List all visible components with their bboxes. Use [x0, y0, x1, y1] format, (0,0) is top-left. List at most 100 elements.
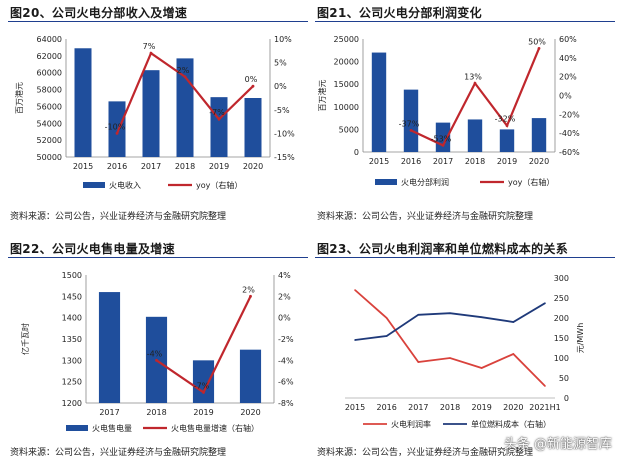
bar — [210, 97, 228, 157]
bar — [142, 70, 160, 157]
sales-volume-chart: 1200 1250 1300 1350 1400 1450 1500 -8% -6% -4% -2%… — [20, 271, 294, 433]
y-tick-label-right: 50 — [559, 374, 569, 383]
yoy-point — [473, 81, 477, 85]
yoy-data-label: -37% — [399, 119, 420, 128]
y-tick-label-right: 2% — [278, 292, 291, 301]
y-tick-label-right: 40% — [559, 54, 577, 63]
title-divider — [8, 21, 308, 22]
chart-panel-profit: 图21、公司火电分部利润变化 0 5000 10000 15000 20000 25000… — [315, 0, 615, 222]
yoy-data-label: 0% — [245, 75, 258, 84]
x-tick-label: 2017 — [433, 157, 453, 166]
yoy-point — [249, 294, 252, 298]
bar — [239, 349, 262, 403]
y-tick-label-right: 250 — [554, 294, 569, 303]
x-tick-label: 2019 — [471, 403, 491, 412]
legend-swatch-bar — [83, 182, 105, 188]
legend-label: 火电售电量 — [92, 423, 132, 433]
y-tick-label-right: -6% — [278, 378, 294, 387]
y-tick-label-right: 0% — [278, 314, 291, 323]
y-axis-title: 亿千瓦时 — [20, 323, 30, 355]
y-tick-label-right: -5% — [274, 106, 290, 115]
y-tick-label-left: 0 — [354, 148, 359, 157]
x-tick-label: 2017 — [99, 408, 119, 417]
x-tick-label: 2016 — [376, 403, 396, 412]
y-tick-label-left: 62000 — [37, 52, 62, 61]
yoy-point — [441, 144, 445, 147]
x-tick-label: 2018 — [175, 162, 195, 171]
x-tick-label: 2015 — [345, 403, 365, 412]
legend-label: yoy（右轴） — [508, 177, 554, 187]
chart-title: 图22、公司火电售电量及增速 — [10, 242, 175, 256]
x-tick-label: 2019 — [209, 162, 229, 171]
legend-label: 单位燃料成本（右轴） — [471, 419, 551, 429]
x-tick-label: 2020 — [529, 157, 549, 166]
chart-panel-margin-cost: 图23、公司火电利润率和单位燃料成本的关系 0 50 100 150 200 250 300… — [315, 236, 615, 458]
x-tick-label: 2016 — [401, 157, 421, 166]
chart-title: 图21、公司火电分部利润变化 — [317, 6, 482, 20]
watermark: 头条 @新能源智库 — [503, 437, 612, 452]
fuel-cost-point — [385, 335, 388, 337]
yoy-data-label: -4% — [147, 349, 163, 358]
yoy-data-label: -7% — [209, 108, 225, 117]
chart-panel-revenue: 图20、公司火电分部收入及增速 50000 52000 54000 56000 5800… — [8, 0, 308, 222]
y-tick-label-left: 52000 — [37, 136, 62, 145]
y-tick-label-right: 60% — [559, 35, 577, 44]
y-tick-label-left: 1400 — [62, 314, 82, 323]
y-axis-title-right: 元/MWh — [576, 323, 585, 354]
y-tick-label-right: 0% — [559, 92, 572, 101]
profit-margin-point — [544, 385, 546, 387]
fuel-cost-point — [449, 312, 451, 314]
chart-source: 资料来源：公司公告，兴业证券经济与金融研究院整理 — [317, 448, 534, 458]
chart-title: 图20、公司火电分部收入及增速 — [10, 6, 188, 20]
y-tick-label-right: -4% — [278, 356, 294, 365]
y-tick-label-right: 4% — [278, 271, 291, 280]
x-tick-label: 2019 — [497, 157, 517, 166]
legend-swatch-bar — [66, 425, 88, 431]
y-tick-label-right: -40% — [559, 129, 580, 138]
title-divider — [315, 257, 615, 258]
x-tick-label: 2017 — [141, 162, 161, 171]
y-tick-label-left: 10000 — [334, 103, 359, 112]
yoy-data-label: -53% — [431, 134, 452, 143]
fuel-cost-point — [544, 302, 546, 304]
y-tick-label-right: -60% — [559, 148, 580, 157]
y-tick-label-left: 1250 — [62, 378, 82, 387]
legend-label: 火电售电量增速（右轴） — [171, 423, 259, 433]
yoy-point — [202, 390, 205, 394]
y-axis-title: 百万港元 — [14, 82, 24, 114]
bar — [403, 89, 419, 152]
fuel-cost-point — [480, 316, 483, 318]
y-axis-title: 百万港元 — [317, 80, 327, 112]
bar — [108, 101, 126, 157]
y-tick-label-right: 200 — [554, 314, 569, 323]
x-tick-label: 2018 — [146, 408, 166, 417]
y-tick-label-right: 0% — [274, 82, 287, 91]
title-divider — [315, 21, 615, 22]
x-tick-label: 2019 — [193, 408, 213, 417]
profit-margin-line — [354, 289, 546, 387]
profit-margin-point — [385, 317, 388, 319]
y-tick-label-left: 5000 — [339, 125, 359, 134]
revenue-chart: 50000 52000 54000 56000 58000 60000 62000 64000… — [14, 35, 295, 190]
y-tick-label-right: -15% — [274, 153, 295, 162]
yoy-point — [183, 75, 187, 79]
chart-source: 资料来源：公司公告，兴业证券经济与金融研究院整理 — [10, 212, 227, 222]
x-tick-label: 2018 — [465, 157, 485, 166]
fuel-cost-point — [417, 314, 420, 316]
chart-source: 资料来源：公司公告，兴业证券经济与金融研究院整理 — [317, 212, 534, 222]
margin-cost-chart: 0 50 100 150 200 250 300 2015 2016 2017 2018 2019 20… — [345, 274, 585, 429]
legend-label: yoy（右轴） — [196, 180, 242, 190]
fuel-cost-point — [512, 321, 515, 323]
x-tick-label: 2020 — [503, 403, 523, 412]
yoy-data-label: -32% — [495, 115, 516, 124]
yoy-point — [115, 132, 119, 135]
yoy-data-label: 2% — [242, 285, 255, 294]
yoy-point — [149, 51, 153, 55]
y-tick-label-left: 25000 — [334, 35, 359, 44]
x-tick-label: 2020 — [243, 162, 263, 171]
profit-margin-point — [449, 357, 451, 359]
y-tick-label-left: 20000 — [334, 58, 359, 67]
y-tick-label-left: 1300 — [62, 356, 82, 365]
chart-panel-sales-volume: 图22、公司火电售电量及增速 1200 1250 1300 1350 1400 1450 1… — [8, 236, 308, 458]
yoy-data-label: 7% — [143, 42, 156, 51]
